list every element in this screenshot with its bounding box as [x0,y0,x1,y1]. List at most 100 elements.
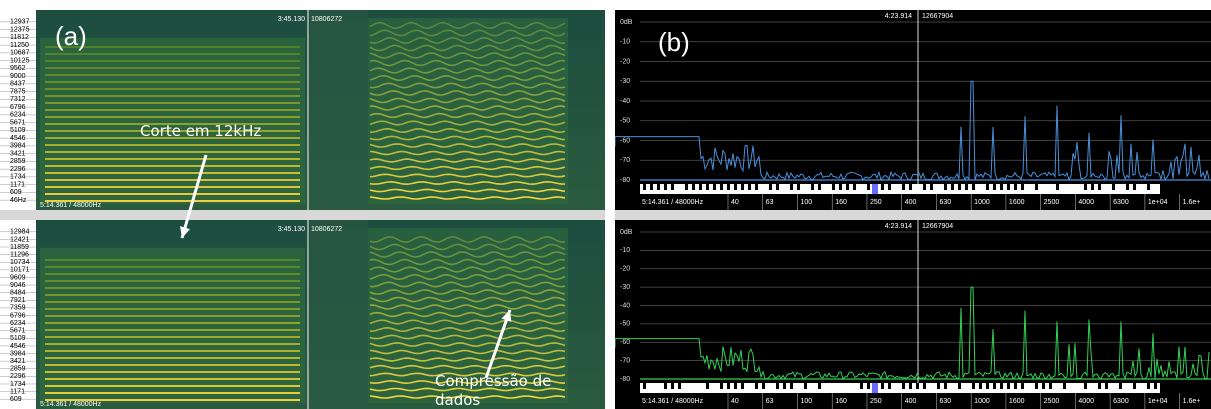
harmonic [45,294,300,296]
freq-label: 3984 [10,350,26,357]
keyboard [640,184,1160,194]
spectrum-curve [614,80,1210,182]
freq-label: 5109 [10,335,26,342]
harmonic-wave [369,319,566,325]
black-key [993,383,996,389]
black-key [1049,383,1052,389]
black-key [1035,383,1038,389]
freq-label: 1600 [1009,398,1025,405]
freq-label: 5671 [10,328,26,335]
harmonic-wave [369,296,566,303]
db-label: 0dB [620,229,633,236]
harmonic-wave [369,304,566,310]
db-label: -30 [620,78,630,85]
db-label: -40 [620,98,630,105]
black-key [881,184,884,190]
sample-label: 10806272 [311,226,342,233]
black-key [769,184,772,190]
harmonic-wave [369,158,566,163]
black-key [867,184,870,190]
harmonic-wave [369,29,566,37]
freq-label: 2859 [10,158,26,165]
harmonic [45,322,300,324]
freq-label: 6234 [10,320,26,327]
sample-label: 12667904 [922,223,953,230]
black-key [671,184,674,190]
freq-label: 7875 [10,88,26,95]
black-key [965,184,968,190]
harmonic [45,308,300,310]
black-key [951,184,954,190]
black-key [902,184,905,190]
black-key [706,383,709,389]
freq-label: 400 [905,199,917,206]
harmonic [45,193,300,195]
black-key [986,383,989,389]
black-key [804,383,807,389]
black-key [1056,184,1059,190]
harmonic [45,95,300,97]
freq-label: 6300 [1113,398,1129,405]
harmonic [45,287,300,289]
freq-label: 7359 [10,305,26,312]
harmonic-wave [369,258,566,266]
annotation-cut: Corte em 12kHz [140,122,262,140]
freq-label: 3984 [10,143,26,150]
harmonic-wave [369,273,566,281]
harmonic [45,109,300,111]
freq-label: 40 [731,398,739,405]
harmonic [45,67,300,69]
harmonic-wave [369,357,566,362]
harmonic-wave [369,36,566,45]
freq-label: 46Hz [10,197,27,204]
black-key [1119,383,1122,389]
spectrum-curve [614,286,1210,381]
harmonic [45,123,300,125]
harmonic [45,364,300,366]
db-label: -60 [620,339,630,346]
freq-label: 609 [10,189,22,196]
black-key [986,184,989,190]
black-key [839,184,842,190]
db-label: -20 [620,266,630,273]
freq-label: 1e+04 [1148,398,1168,405]
black-key [699,184,702,190]
freq-label: 63 [766,398,774,405]
freq-label: 9000 [10,73,26,80]
spectrum-bg [615,220,1211,409]
freq-row [615,393,1211,409]
black-key [923,184,926,190]
harmonic [45,165,300,167]
harmonic-wave [369,105,566,111]
freq-label: 7921 [10,297,26,304]
harmonic [45,186,300,188]
black-key [1007,184,1010,190]
harmonic-wave [369,173,566,178]
black-key [685,184,688,190]
black-key [944,383,947,389]
arrow [484,309,512,379]
freq-label: 9609 [10,274,26,281]
freq-label: 11812 [10,34,29,41]
harmonic-wave [369,112,566,119]
harmonic [45,266,300,268]
black-key [1000,184,1003,190]
black-key [790,184,793,190]
freq-label: 160 [835,199,847,206]
harmonic-wave [369,395,566,399]
black-key [979,383,982,389]
black-key [776,184,779,190]
harmonic-wave [369,235,566,244]
freq-label: 11296 [10,251,29,258]
harmonic [45,200,300,202]
black-key [860,383,863,389]
freq-label: 250 [870,199,882,206]
quiet-zone [310,220,368,409]
black-key [741,383,744,389]
freq-label: 4000 [1078,199,1094,206]
black-key [783,383,786,389]
black-key [755,383,758,389]
harmonic [45,137,300,139]
black-key [1007,383,1010,389]
